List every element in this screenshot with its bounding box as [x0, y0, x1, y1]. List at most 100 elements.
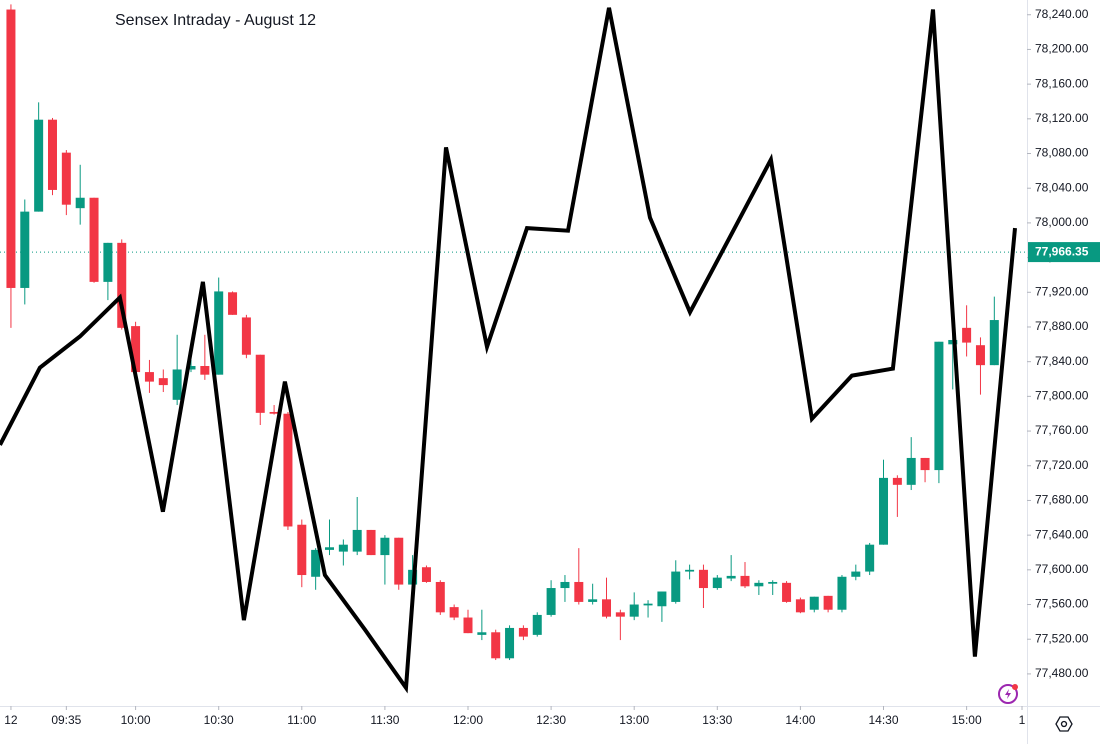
logo — [998, 684, 1018, 704]
logo-dot — [1012, 684, 1018, 690]
candle-body — [934, 341, 944, 471]
candle-body — [297, 524, 307, 576]
y-tick-label: 77,840.00 — [1035, 354, 1089, 368]
candle-body — [47, 119, 57, 190]
candle-body — [740, 575, 750, 587]
candle-body — [241, 317, 251, 355]
candle-body — [269, 411, 279, 414]
candle-body — [754, 582, 764, 587]
y-tick-label: 77,640.00 — [1035, 527, 1089, 541]
y-tick-label: 78,160.00 — [1035, 76, 1089, 90]
candle-body — [768, 581, 778, 584]
settings-icon-center — [1060, 720, 1068, 728]
candle-body — [75, 197, 85, 209]
candle-body — [103, 242, 113, 282]
candle-body — [324, 547, 334, 550]
candle-body — [920, 457, 930, 471]
candle-body — [435, 581, 445, 613]
x-tick-label: 12:00 — [453, 713, 483, 727]
candle-body — [505, 627, 515, 659]
candle-body — [34, 119, 44, 212]
x-tick-label: 12 — [4, 713, 18, 727]
x-tick-label: 14:00 — [785, 713, 815, 727]
x-tick-label: 1 — [1019, 713, 1026, 727]
y-tick-label: 77,680.00 — [1035, 493, 1089, 507]
candle-body — [394, 537, 404, 585]
candle-body — [602, 599, 612, 617]
x-tick-label: 13:00 — [619, 713, 649, 727]
x-tick-label: 10:00 — [121, 713, 151, 727]
candle-body — [685, 569, 695, 572]
candle-body — [560, 581, 570, 589]
candle-body — [6, 9, 16, 288]
y-tick-label: 77,480.00 — [1035, 666, 1089, 680]
candle-body — [726, 575, 736, 579]
candle-body — [782, 582, 792, 602]
x-tick-label: 14:30 — [868, 713, 898, 727]
candle-body — [989, 320, 999, 366]
candle-body — [283, 413, 293, 527]
overlay-line — [0, 7, 1017, 694]
logo-bolt — [1005, 689, 1011, 699]
x-tick-label: 09:35 — [51, 713, 81, 727]
candle-body — [671, 571, 681, 602]
y-tick-label: 77,600.00 — [1035, 562, 1089, 576]
candle-body — [491, 632, 501, 659]
candle-body — [172, 369, 182, 400]
x-tick-label: 11:30 — [370, 713, 399, 727]
candle-body — [574, 581, 584, 602]
candle-body — [20, 211, 30, 288]
candle-body — [518, 627, 528, 637]
candle-body — [962, 327, 972, 343]
candle-body — [795, 599, 805, 613]
candle-body — [837, 576, 847, 610]
y-tick-label: 78,000.00 — [1035, 215, 1089, 229]
y-tick-label: 78,240.00 — [1035, 7, 1089, 21]
y-tick-label: 77,920.00 — [1035, 284, 1089, 298]
candle-body — [449, 607, 459, 618]
candle-body — [311, 549, 321, 577]
candle-body — [214, 291, 224, 375]
candle-body — [698, 569, 708, 589]
candle-body — [851, 571, 861, 577]
last-price-badge — [1028, 242, 1100, 263]
y-tick-label: 78,120.00 — [1035, 111, 1089, 125]
candle-body — [200, 366, 210, 375]
y-tick-label: 78,200.00 — [1035, 42, 1089, 56]
y-tick-label: 77,760.00 — [1035, 423, 1089, 437]
candle-body — [546, 588, 556, 615]
candle-body — [823, 595, 833, 610]
candle-body — [352, 529, 362, 552]
y-tick-label: 77,880.00 — [1035, 319, 1089, 333]
chart-title: Sensex Intraday - August 12 — [115, 12, 316, 29]
x-tick-label: 12:30 — [536, 713, 566, 727]
settings-button[interactable] — [1055, 716, 1073, 732]
candle-body — [144, 372, 154, 382]
candle-body — [117, 242, 127, 328]
candle-body — [421, 567, 431, 582]
y-tick-label: 77,520.00 — [1035, 631, 1089, 645]
candle-body — [380, 537, 390, 556]
candle-body — [532, 614, 542, 635]
candle-body — [615, 612, 625, 617]
candle-body — [131, 326, 141, 373]
last-price-label: 77,966.35 — [1035, 244, 1089, 258]
candle-body — [338, 544, 348, 552]
x-tick-label: 13:30 — [702, 713, 732, 727]
candle-body — [228, 292, 238, 315]
candle-body — [158, 378, 168, 386]
y-tick-label: 77,720.00 — [1035, 458, 1089, 472]
x-tick-label: 11:00 — [287, 713, 316, 727]
candle-body — [89, 197, 99, 282]
candle-body — [643, 603, 653, 606]
candle-body — [255, 354, 265, 413]
candle-body — [629, 604, 639, 617]
settings-icon — [1055, 716, 1073, 732]
candle-body — [477, 632, 487, 635]
candle-body — [588, 599, 598, 602]
candle-body — [712, 577, 722, 589]
logo-ring — [998, 684, 1018, 704]
